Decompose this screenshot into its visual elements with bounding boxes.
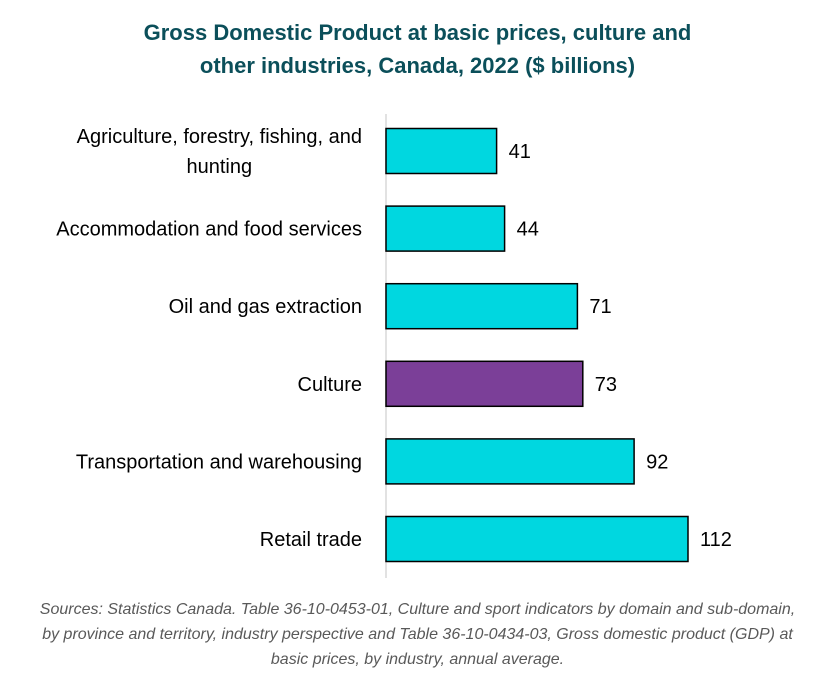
data-label-0: 41 <box>509 141 531 163</box>
data-label-5: 112 <box>700 529 732 551</box>
bar-3 <box>385 360 584 408</box>
bar-4 <box>385 438 635 485</box>
bar-1 <box>385 205 506 252</box>
data-label-4: 92 <box>646 451 668 473</box>
data-label-1: 44 <box>517 219 539 241</box>
source-note: Sources: Statistics Canada. Table 36-10-… <box>39 601 796 668</box>
category-label-1: Accommodation and food services <box>56 219 362 241</box>
bar-5 <box>385 515 689 563</box>
bar-0 <box>385 127 498 175</box>
category-label-5: Retail trade <box>260 529 362 551</box>
category-label-3: Culture <box>298 374 362 396</box>
chart-title: Gross Domestic Product at basic prices, … <box>143 20 692 78</box>
category-label-0: Agriculture, forestry, fishing, and hunti… <box>77 126 362 178</box>
data-label-2: 71 <box>589 296 611 318</box>
category-label-2: Oil and gas extraction <box>169 296 362 318</box>
data-label-3: 73 <box>595 374 617 396</box>
bar-2 <box>385 282 579 330</box>
category-label-4: Transportation and warehousing <box>76 451 362 473</box>
